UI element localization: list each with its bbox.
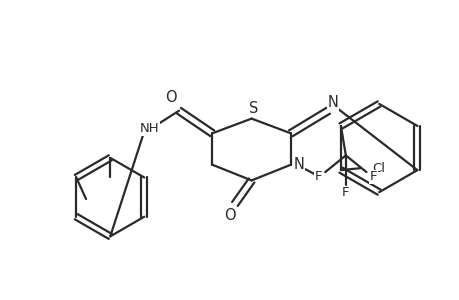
Text: F: F [341,186,349,199]
Text: N: N [327,95,338,110]
Text: Cl: Cl [371,162,385,175]
Text: O: O [224,208,235,223]
Text: NH: NH [140,122,159,135]
Text: N: N [293,157,303,172]
Text: F: F [369,170,376,184]
Text: O: O [165,89,177,104]
Text: F: F [314,170,321,184]
Text: S: S [248,101,257,116]
